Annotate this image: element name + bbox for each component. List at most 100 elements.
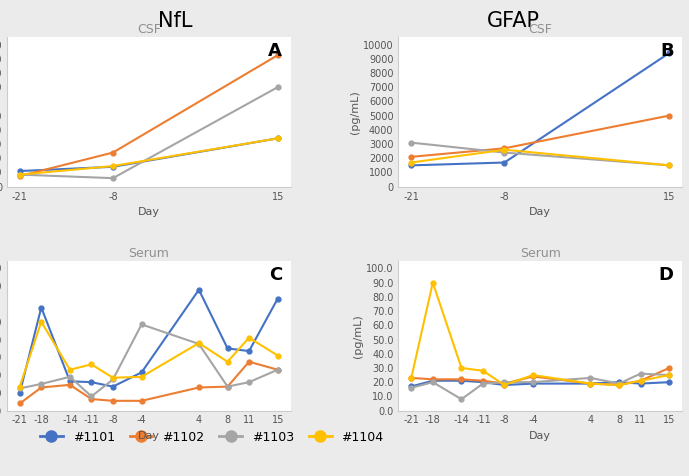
#1104 [407, 375, 415, 381]
#1104 [109, 163, 117, 169]
#1101 [37, 305, 45, 310]
#1101 [457, 378, 466, 384]
Text: NfL: NfL [158, 11, 193, 31]
#1103 [137, 322, 145, 327]
#1103 [429, 379, 437, 385]
#1102 [195, 385, 203, 390]
#1101 [665, 50, 673, 56]
#1102 [615, 382, 623, 388]
#1101 [109, 384, 117, 389]
#1102 [586, 381, 595, 387]
#1103 [16, 172, 24, 178]
#1104 [195, 340, 203, 346]
#1101 [88, 379, 96, 385]
#1104 [665, 372, 673, 378]
#1101 [16, 390, 24, 396]
#1103 [407, 385, 415, 391]
#1101 [109, 164, 117, 169]
#1102 [529, 374, 537, 379]
Title: Serum: Serum [128, 247, 169, 260]
#1101 [274, 296, 282, 301]
Line: #1103: #1103 [409, 140, 672, 168]
#1101 [274, 136, 282, 141]
#1103 [529, 379, 537, 385]
#1103 [109, 175, 117, 181]
#1103 [109, 377, 117, 382]
#1101 [407, 162, 415, 168]
Line: #1103: #1103 [409, 371, 672, 402]
#1101 [137, 369, 145, 375]
#1103 [637, 371, 645, 377]
#1101 [223, 346, 232, 351]
#1101 [407, 384, 415, 389]
Line: #1104: #1104 [17, 319, 280, 389]
#1104 [66, 367, 74, 373]
#1103 [479, 381, 487, 387]
#1102 [407, 375, 415, 381]
#1102 [16, 173, 24, 179]
Line: #1101: #1101 [409, 50, 672, 168]
#1101 [195, 287, 203, 293]
#1103 [665, 372, 673, 378]
Line: #1104: #1104 [409, 147, 672, 168]
#1103 [88, 394, 96, 399]
#1103 [457, 397, 466, 402]
#1104 [245, 335, 253, 341]
Line: #1101: #1101 [409, 378, 672, 389]
#1104 [109, 375, 117, 381]
#1104 [500, 147, 508, 153]
#1102 [500, 381, 508, 387]
#1104 [457, 365, 466, 371]
#1101 [586, 381, 595, 387]
#1102 [637, 378, 645, 384]
#1104 [223, 359, 232, 365]
#1104 [16, 384, 24, 389]
#1102 [274, 52, 282, 58]
#1101 [615, 379, 623, 385]
#1102 [223, 384, 232, 389]
#1104 [479, 368, 487, 374]
#1101 [529, 381, 537, 387]
Line: #1103: #1103 [17, 85, 280, 180]
Line: #1104: #1104 [409, 280, 672, 387]
#1104 [137, 374, 145, 380]
Line: #1102: #1102 [409, 366, 672, 387]
Text: D: D [659, 266, 674, 284]
Line: #1101: #1101 [17, 288, 280, 395]
#1104 [37, 319, 45, 325]
#1104 [88, 362, 96, 367]
#1103 [500, 150, 508, 156]
X-axis label: Day: Day [138, 431, 160, 441]
Title: CSF: CSF [528, 23, 552, 36]
#1103 [615, 381, 623, 387]
#1102 [88, 396, 96, 402]
#1104 [407, 159, 415, 165]
#1104 [665, 162, 673, 168]
#1102 [245, 359, 253, 365]
#1102 [137, 398, 145, 404]
X-axis label: Day: Day [529, 431, 551, 441]
Text: B: B [660, 42, 674, 60]
#1104 [16, 172, 24, 178]
#1103 [16, 386, 24, 391]
#1101 [500, 382, 508, 388]
#1102 [665, 113, 673, 119]
#1101 [16, 168, 24, 174]
#1102 [109, 150, 117, 156]
#1103 [223, 384, 232, 389]
Line: #1102: #1102 [17, 53, 280, 178]
#1103 [586, 375, 595, 381]
#1103 [407, 140, 415, 146]
#1104 [429, 280, 437, 286]
#1101 [66, 378, 74, 384]
#1101 [429, 378, 437, 384]
#1103 [274, 367, 282, 373]
#1104 [274, 136, 282, 141]
#1104 [586, 381, 595, 387]
#1104 [274, 353, 282, 358]
#1101 [479, 379, 487, 385]
Line: #1103: #1103 [17, 322, 280, 399]
#1101 [500, 159, 508, 165]
#1101 [665, 379, 673, 385]
#1104 [500, 382, 508, 388]
